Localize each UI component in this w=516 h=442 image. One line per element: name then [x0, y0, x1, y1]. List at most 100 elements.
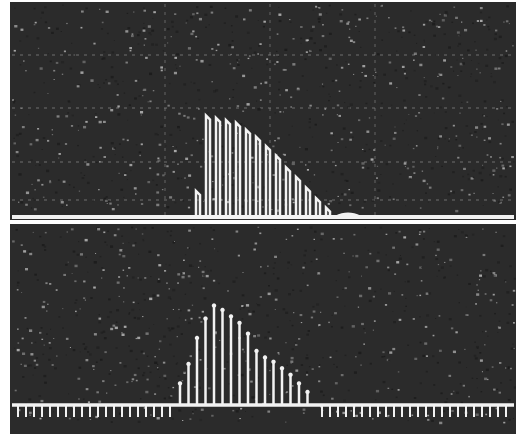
noise-speck — [369, 9, 372, 11]
upper-pulse — [244, 126, 252, 217]
noise-speck — [506, 123, 510, 126]
noise-speck — [310, 49, 313, 52]
noise-speck — [87, 271, 89, 273]
noise-speck — [487, 25, 490, 28]
noise-speck — [83, 297, 86, 299]
noise-speck — [345, 179, 349, 182]
noise-speck — [481, 371, 483, 373]
lower-pulse-tip — [186, 361, 191, 367]
noise-speck — [489, 173, 492, 176]
noise-speck — [152, 18, 154, 19]
noise-speck — [389, 196, 392, 198]
lower-pulse-tip — [203, 316, 208, 321]
noise-speck — [427, 201, 429, 203]
noise-speck — [110, 109, 114, 112]
noise-speck — [196, 12, 199, 15]
noise-speck — [241, 348, 244, 351]
noise-speck — [311, 191, 313, 193]
noise-speck — [491, 366, 494, 368]
noise-speck — [79, 308, 81, 310]
noise-speck — [224, 7, 227, 9]
noise-speck — [117, 113, 121, 116]
noise-speck — [257, 226, 260, 228]
noise-speck — [217, 282, 221, 285]
noise-speck — [479, 352, 482, 354]
noise-speck — [44, 6, 47, 9]
noise-speck — [457, 75, 459, 76]
noise-speck — [113, 147, 116, 149]
noise-speck — [137, 336, 141, 340]
noise-speck — [510, 347, 514, 350]
noise-speck — [428, 228, 430, 230]
noise-speck — [240, 407, 243, 410]
noise-speck — [174, 201, 177, 204]
noise-speck — [475, 345, 479, 349]
noise-speck — [282, 308, 286, 311]
noise-speck — [384, 144, 386, 146]
noise-speck — [322, 114, 324, 116]
noise-speck — [394, 27, 397, 29]
noise-speck — [406, 263, 409, 266]
noise-speck — [173, 149, 177, 153]
noise-speck — [163, 397, 166, 400]
noise-speck — [201, 270, 205, 274]
noise-speck — [344, 102, 346, 104]
noise-speck — [487, 378, 489, 381]
noise-speck — [305, 39, 309, 42]
noise-speck — [291, 198, 294, 200]
noise-speck — [192, 413, 194, 415]
noise-speck — [488, 137, 491, 140]
noise-speck — [170, 395, 173, 397]
noise-speck — [83, 174, 86, 176]
noise-speck — [99, 161, 101, 163]
noise-speck — [170, 230, 173, 232]
noise-speck — [116, 83, 119, 86]
noise-speck — [257, 200, 259, 202]
noise-speck — [355, 254, 359, 258]
noise-speck — [337, 269, 340, 272]
noise-speck — [507, 398, 511, 402]
noise-speck — [28, 398, 32, 401]
noise-speck — [488, 140, 492, 144]
noise-speck — [338, 90, 341, 92]
noise-speck — [324, 45, 327, 48]
noise-speck — [131, 276, 135, 279]
noise-speck — [488, 28, 491, 31]
noise-speck — [458, 34, 461, 37]
noise-speck — [98, 189, 100, 191]
noise-speck — [278, 88, 280, 91]
noise-speck — [397, 371, 400, 373]
noise-speck — [75, 299, 78, 301]
noise-speck — [118, 143, 121, 145]
noise-speck — [178, 409, 182, 412]
noise-speck — [126, 139, 129, 142]
noise-speck — [18, 173, 22, 176]
noise-speck — [403, 72, 406, 75]
noise-speck — [156, 417, 160, 420]
noise-speck — [141, 233, 144, 235]
noise-speck — [488, 16, 491, 19]
noise-speck — [28, 250, 32, 253]
noise-speck — [171, 145, 173, 147]
noise-speck — [420, 280, 423, 282]
noise-speck — [511, 304, 514, 306]
noise-speck — [77, 144, 79, 147]
noise-speck — [438, 73, 440, 75]
noise-speck — [99, 146, 102, 149]
noise-speck — [363, 343, 365, 345]
noise-speck — [499, 142, 502, 145]
noise-speck — [458, 229, 460, 230]
noise-speck — [150, 276, 152, 278]
noise-speck — [33, 367, 37, 369]
noise-speck — [380, 288, 382, 290]
noise-speck — [320, 390, 323, 393]
noise-speck — [416, 42, 418, 44]
noise-speck — [405, 297, 407, 299]
noise-speck — [466, 314, 469, 316]
noise-speck — [437, 26, 441, 28]
noise-speck — [174, 13, 177, 15]
noise-speck — [61, 73, 64, 75]
noise-speck — [36, 279, 39, 281]
noise-speck — [408, 31, 411, 34]
noise-speck — [310, 316, 314, 319]
